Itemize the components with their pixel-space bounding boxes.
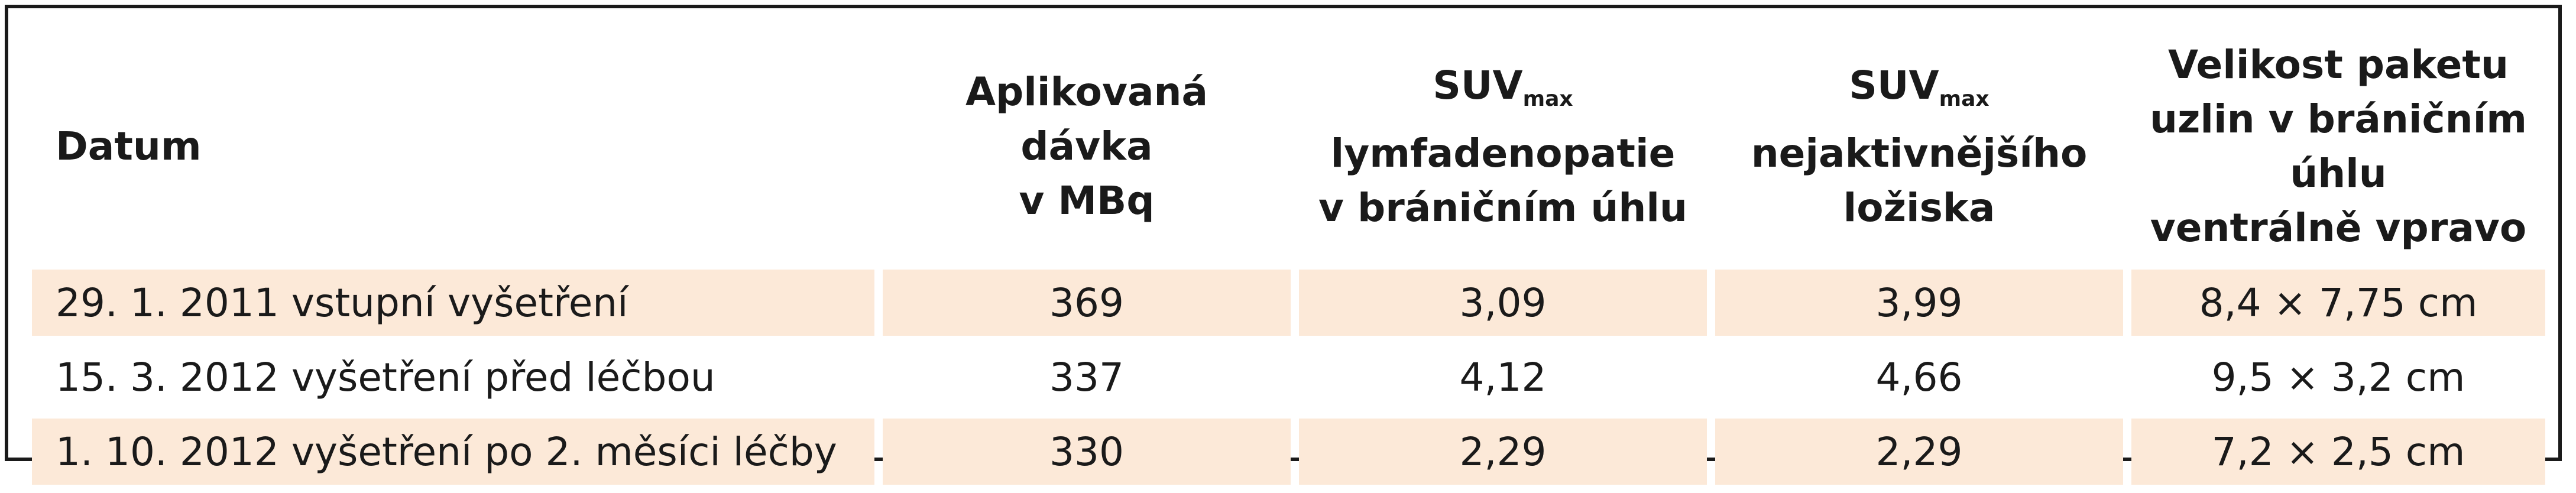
header-suv-lymph: SUVmax lymfadenopatie v bráničním úhlu: [1299, 32, 1707, 261]
cell-dose: 330: [883, 419, 1291, 485]
cell-suv-active: 4,66: [1875, 354, 1963, 400]
header-suv-lymph-line2: lymfadenopatie: [1330, 130, 1676, 176]
cell-dose: 337: [1049, 354, 1124, 400]
header-size-line1: Velikost paketu: [2168, 42, 2509, 87]
cell-size: 7,2 × 2,5 cm: [2131, 419, 2545, 485]
table-row: 29. 1. 2011 vstupní vyšetření 369 3,09 3…: [32, 270, 2545, 336]
cell-suv-active: 3,99: [1715, 270, 2123, 336]
table-row: 15. 3. 2012 vyšetření před léčbou 337 4,…: [32, 344, 2545, 410]
header-row: Datum Aplikovaná dávka v MBq SUVmax lymf…: [32, 32, 2545, 261]
header-dose-line2: v MBq: [1019, 178, 1155, 223]
header-suv-lymph-line3: v bráničním úhlu: [1318, 184, 1687, 231]
header-suv-active-sub: max: [1939, 86, 1989, 111]
header-suv-lymph-sub: max: [1522, 86, 1573, 111]
header-size-line3: ventrálně vpravo: [2150, 205, 2527, 251]
cell-dose: 369: [883, 270, 1291, 336]
cell-suv-active: 2,29: [1715, 419, 2123, 485]
cell-date: 15. 3. 2012 vyšetření před léčbou: [56, 354, 715, 400]
cell-date: 1. 10. 2012 vyšetření po 2. měsíci léčby: [32, 419, 874, 485]
table-row: 1. 10. 2012 vyšetření po 2. měsíci léčby…: [32, 419, 2545, 485]
cell-suv-lymph: 3,09: [1299, 270, 1707, 336]
header-size: Velikost paketu uzlin v bráničním úhlu v…: [2131, 32, 2545, 261]
header-dose-line1: Aplikovaná dávka: [965, 69, 1208, 169]
header-size-line2: uzlin v bráničním úhlu: [2149, 96, 2528, 196]
header-dose: Aplikovaná dávka v MBq: [883, 32, 1291, 261]
header-suv-active: SUVmax nejaktivnějšího ložiska: [1715, 32, 2123, 261]
cell-size: 8,4 × 7,75 cm: [2131, 270, 2545, 336]
header-suv-active-line3: ložiska: [1843, 184, 1995, 231]
data-table: Datum Aplikovaná dávka v MBq SUVmax lymf…: [24, 24, 2554, 493]
cell-suv-lymph: 4,12: [1459, 354, 1547, 400]
header-suv-active-line2: nejaktivnějšího: [1751, 130, 2088, 176]
header-date-label: Datum: [56, 124, 202, 169]
header-suv-lymph-main: SUV: [1433, 62, 1523, 108]
cell-size: 9,5 × 3,2 cm: [2211, 354, 2465, 400]
header-date: Datum: [32, 32, 874, 261]
header-suv-active-main: SUV: [1849, 62, 1939, 108]
cell-suv-lymph: 2,29: [1299, 419, 1707, 485]
cell-date: 29. 1. 2011 vstupní vyšetření: [32, 270, 874, 336]
